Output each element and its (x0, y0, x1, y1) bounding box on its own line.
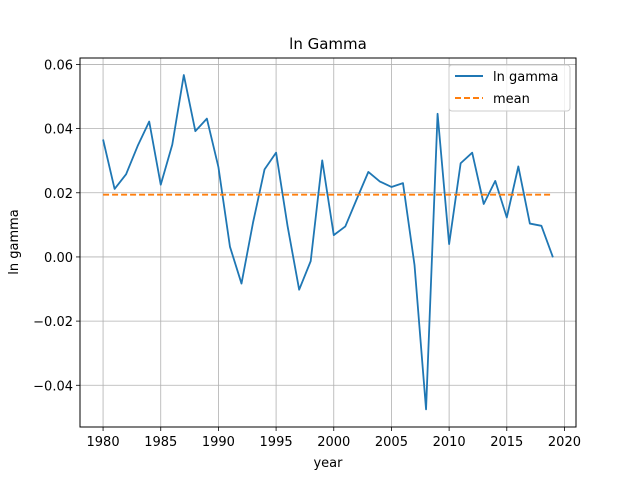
series-layer (102, 74, 554, 411)
y-axis-label: ln gamma (7, 209, 22, 275)
legend-label-ln-gamma: ln gamma (493, 70, 559, 85)
x-tick-label: 1995 (260, 435, 293, 450)
chart-title: ln Gamma (289, 35, 367, 53)
x-tick-label: 1990 (202, 435, 235, 450)
axis-ticks: 1980 1985 1990 1995 2000 2005 2010 2015 2020 −0.0… (33, 58, 581, 450)
plot-frame (79, 57, 577, 428)
x-tick-label: 2010 (433, 435, 466, 450)
y-tick-label: −0.02 (33, 315, 73, 330)
x-tick-label: 1980 (87, 435, 120, 450)
legend-label-mean: mean (493, 92, 530, 107)
y-tick-label: 0.06 (44, 58, 73, 73)
x-tick-label: 2020 (548, 435, 581, 450)
x-tick-label: 2015 (490, 435, 523, 450)
grid-lines (80, 58, 576, 427)
x-axis-label: year (313, 456, 343, 471)
x-tick-label: 2005 (375, 435, 408, 450)
legend: ln gamma mean (448, 64, 571, 112)
y-tick-label: 0.04 (44, 123, 73, 138)
y-tick-label: 0.02 (44, 187, 73, 202)
series-line-ln-gamma (102, 74, 554, 411)
x-tick-label: 1985 (144, 435, 177, 450)
x-tick-label: 2000 (317, 435, 350, 450)
y-tick-label: 0.00 (44, 251, 73, 266)
y-tick-label: −0.04 (33, 379, 73, 394)
